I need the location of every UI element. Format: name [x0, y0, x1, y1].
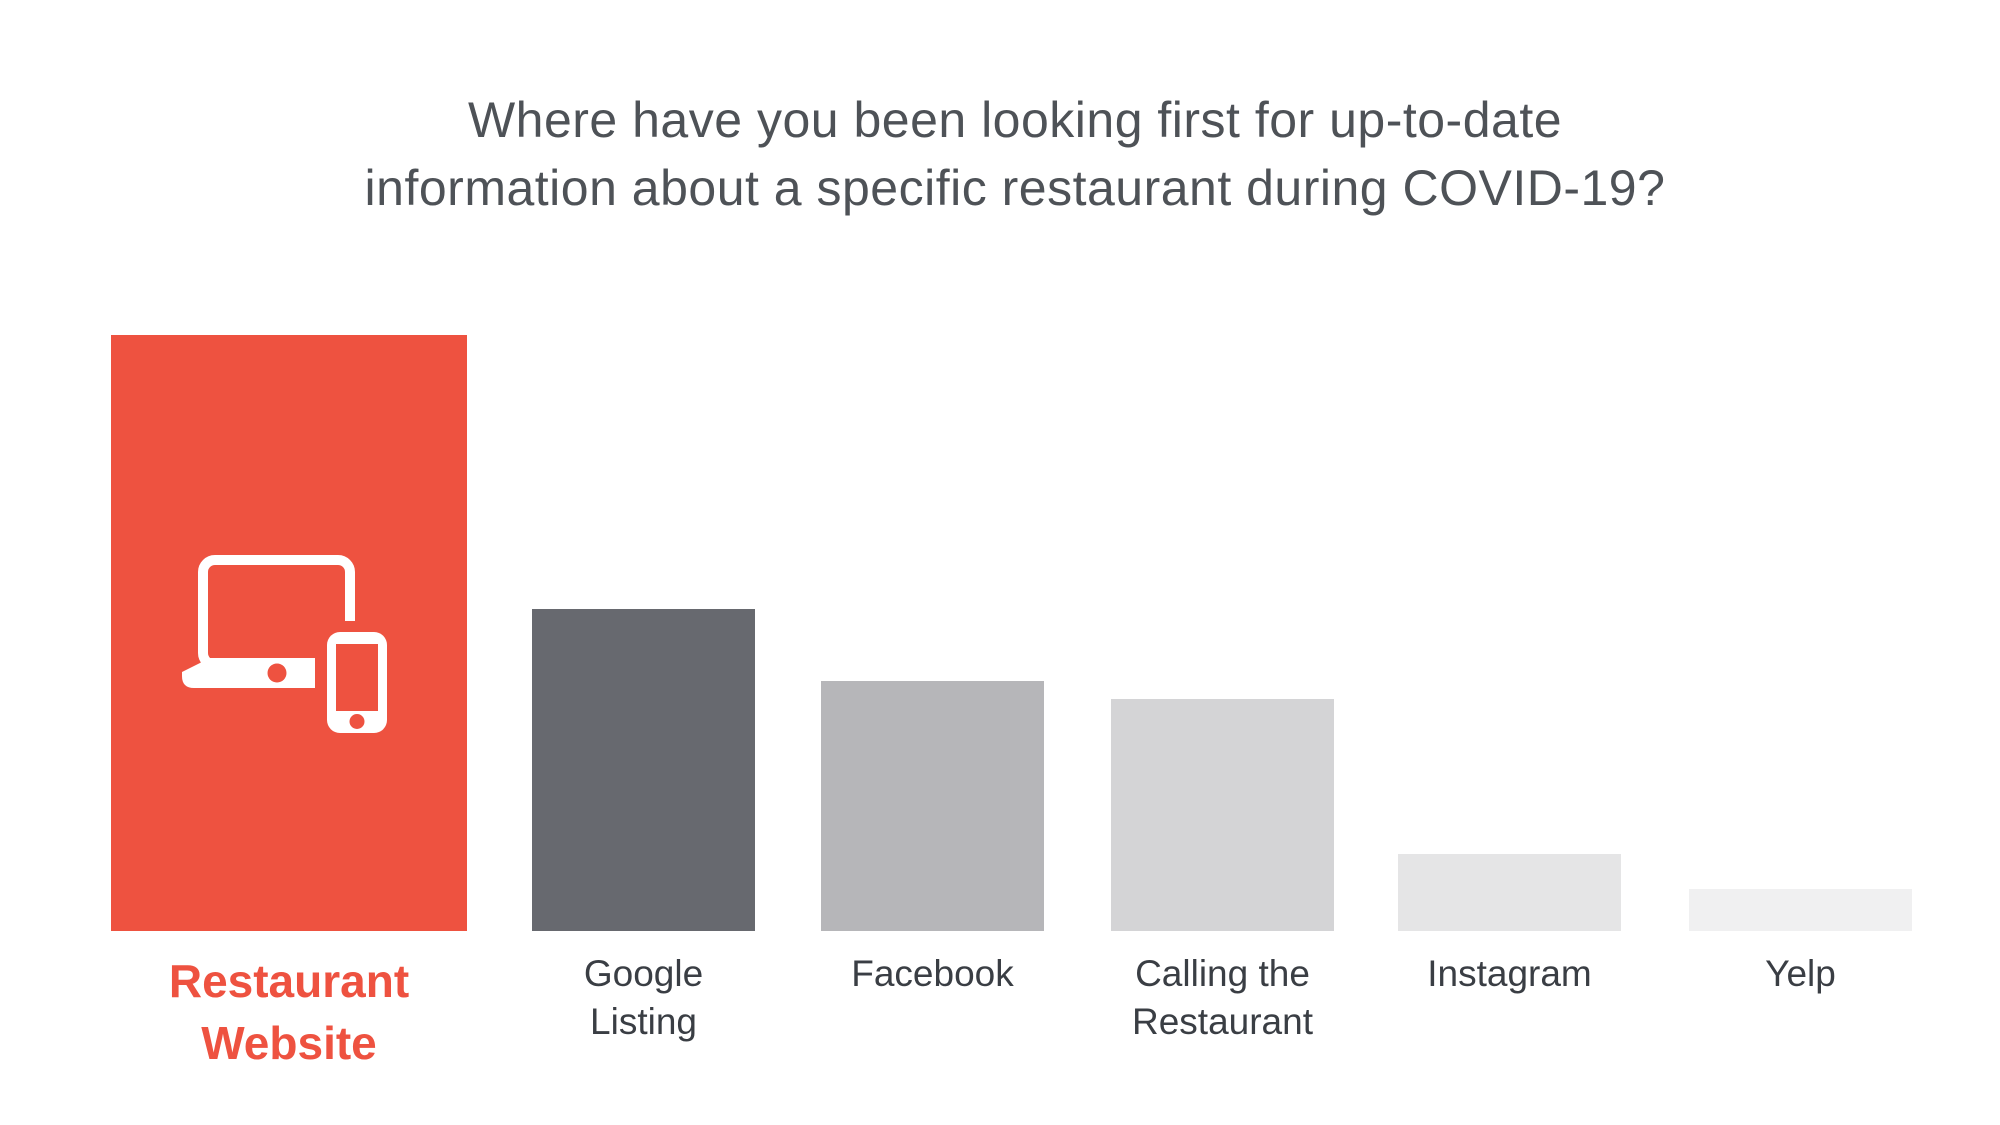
bar-yelp: [1689, 889, 1912, 931]
bar-facebook: [821, 681, 1044, 931]
bar-restaurant-website: [111, 335, 467, 931]
bar-label-line: Restaurant: [168, 955, 410, 1007]
bar-label-line: Instagram: [1427, 953, 1592, 994]
bar-google-listing: [532, 609, 755, 931]
chart-title: Where have you been looking first for up…: [30, 86, 2000, 222]
laptop-phone-icon: [182, 555, 387, 733]
chart-title-line-1: Where have you been looking first for up…: [467, 92, 1563, 148]
bar-label-calling-the-restaurant: Calling the Restaurant: [1033, 950, 1413, 1046]
bar-label-yelp: Yelp: [1611, 950, 1991, 998]
bar-label-line: Calling the: [1135, 953, 1310, 994]
bar-label-facebook: Facebook: [743, 950, 1123, 998]
bar-calling-the-restaurant: [1111, 699, 1334, 931]
bar-label-line: Facebook: [851, 953, 1014, 994]
bar-label-line: Google: [583, 953, 704, 994]
bar-label-line: Restaurant: [1132, 1001, 1313, 1042]
chart-title-line-2: information about a specific restaurant …: [364, 160, 1666, 216]
bar-instagram: [1398, 854, 1621, 931]
bar-label-line: Website: [201, 1017, 377, 1069]
bar-label-google-listing: Google Listing: [454, 950, 834, 1046]
bar-label-line: Listing: [590, 1001, 697, 1042]
bar-label-line: Yelp: [1765, 953, 1836, 994]
bar-label-instagram: Instagram: [1320, 950, 1700, 998]
bar-label-restaurant-website: Restaurant Website: [99, 950, 479, 1074]
